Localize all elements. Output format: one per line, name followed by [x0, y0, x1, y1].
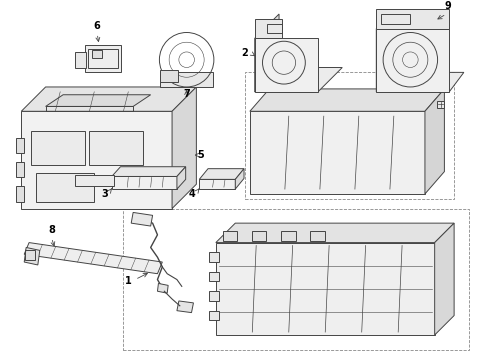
Bar: [281, 231, 295, 240]
Bar: [252, 231, 267, 240]
Bar: [92, 50, 102, 58]
Polygon shape: [131, 212, 152, 226]
Polygon shape: [177, 301, 194, 312]
Polygon shape: [46, 95, 150, 107]
Polygon shape: [17, 162, 24, 177]
Text: 9: 9: [445, 1, 452, 11]
Bar: [437, 100, 444, 108]
Polygon shape: [17, 138, 24, 153]
Bar: [25, 250, 35, 260]
Polygon shape: [255, 38, 318, 92]
Bar: [36, 172, 94, 202]
Bar: [75, 52, 86, 68]
Polygon shape: [216, 243, 435, 335]
Polygon shape: [255, 14, 279, 92]
Polygon shape: [216, 223, 454, 243]
Bar: [209, 252, 219, 262]
Bar: [268, 24, 282, 33]
Polygon shape: [160, 72, 213, 87]
Bar: [222, 231, 237, 240]
Polygon shape: [21, 111, 172, 208]
Polygon shape: [425, 89, 444, 194]
Polygon shape: [376, 9, 449, 28]
Bar: [245, 72, 454, 199]
Polygon shape: [112, 167, 186, 176]
Polygon shape: [376, 28, 449, 92]
Text: 4: 4: [189, 189, 196, 199]
Bar: [381, 14, 410, 24]
Polygon shape: [177, 167, 186, 189]
Text: 3: 3: [101, 189, 108, 199]
Bar: [88, 49, 118, 68]
Polygon shape: [24, 247, 40, 265]
Polygon shape: [17, 186, 24, 202]
Polygon shape: [199, 169, 244, 179]
Text: 2: 2: [241, 48, 248, 58]
Text: 8: 8: [48, 225, 55, 235]
Polygon shape: [112, 176, 177, 189]
Polygon shape: [235, 169, 244, 189]
Polygon shape: [376, 14, 391, 92]
Polygon shape: [24, 243, 162, 274]
Bar: [123, 208, 469, 350]
Polygon shape: [435, 223, 454, 335]
Bar: [84, 45, 122, 72]
Polygon shape: [250, 111, 425, 194]
Bar: [89, 131, 143, 165]
Text: 6: 6: [94, 21, 100, 31]
Polygon shape: [75, 175, 114, 186]
Polygon shape: [21, 87, 196, 111]
Polygon shape: [172, 87, 196, 208]
Text: 1: 1: [124, 276, 131, 287]
Bar: [209, 291, 219, 301]
Bar: [310, 231, 325, 240]
Polygon shape: [376, 72, 464, 92]
Text: 7: 7: [183, 89, 190, 99]
Polygon shape: [199, 179, 235, 189]
Polygon shape: [255, 68, 342, 92]
Bar: [209, 311, 219, 320]
Bar: [255, 19, 282, 38]
Polygon shape: [250, 89, 444, 111]
Bar: [160, 71, 178, 82]
Polygon shape: [157, 283, 168, 293]
Bar: [209, 272, 219, 282]
Text: 5: 5: [197, 150, 204, 160]
Bar: [31, 131, 84, 165]
